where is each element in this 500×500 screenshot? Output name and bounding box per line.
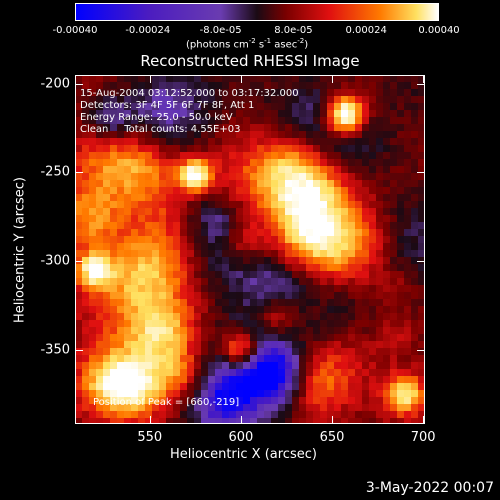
- colorbar: [75, 3, 439, 21]
- colorbar-tick-label: -0.00024: [125, 25, 171, 36]
- y-tick-mark: [417, 349, 425, 351]
- colorbar-tick-label: -8.0e-05: [199, 25, 242, 36]
- x-tick-label: 600: [228, 430, 254, 445]
- info-total-counts: Clean Total counts: 4.55E+03: [80, 124, 241, 135]
- y-tick-mark: [75, 261, 83, 262]
- x-axis-label: Heliocentric X (arcsec): [170, 447, 317, 462]
- heatmap-image: [75, 75, 425, 424]
- chart-title: Reconstructed RHESSI Image: [140, 52, 360, 70]
- y-tick-mark: [417, 261, 425, 262]
- info-time-range: 15-Aug-2004 03:12:52.000 to 03:17:32.000: [80, 88, 299, 99]
- colorbar-tick-label: 0.00024: [345, 25, 387, 36]
- x-tick-mark: [423, 75, 425, 83]
- x-tick-mark: [149, 416, 151, 424]
- y-tick-mark: [75, 83, 83, 85]
- y-tick-label: -350: [40, 342, 70, 358]
- y-tick-label: -250: [40, 164, 70, 180]
- x-tick-label: 550: [137, 430, 163, 445]
- colorbar-tick-label: 8.0e-05: [274, 25, 313, 36]
- colorbar-tick-label: 0.00040: [418, 25, 460, 36]
- y-tick-mark: [417, 172, 425, 174]
- colorbar-tick-label: -0.00040: [52, 25, 98, 36]
- y-tick-label: -300: [40, 253, 70, 269]
- x-tick-mark: [149, 75, 151, 83]
- x-tick-mark: [240, 75, 242, 83]
- y-tick-mark: [417, 83, 425, 85]
- y-axis-label: Heliocentric Y (arcsec): [12, 177, 28, 323]
- x-tick-mark: [423, 416, 425, 424]
- peak-position-label: Position of Peak = [660,-219]: [93, 397, 240, 408]
- info-detectors: Detectors: 3F 4F 5F 6F 7F 8F, Att 1: [80, 100, 255, 111]
- x-tick-label: 700: [410, 430, 436, 445]
- x-tick-mark: [240, 416, 242, 424]
- colorbar-unit: (photons cm-2 s-1 asec-2): [186, 37, 309, 51]
- x-tick-mark: [332, 75, 334, 83]
- x-tick-label: 650: [319, 430, 345, 445]
- x-tick-mark: [332, 416, 334, 424]
- y-tick-mark: [75, 349, 83, 351]
- y-tick-mark: [75, 172, 83, 174]
- y-tick-label: -200: [40, 76, 70, 92]
- date-stamp: 3-May-2022 00:07: [365, 480, 494, 496]
- info-energy-range: Energy Range: 25.0 - 50.0 keV: [80, 112, 233, 123]
